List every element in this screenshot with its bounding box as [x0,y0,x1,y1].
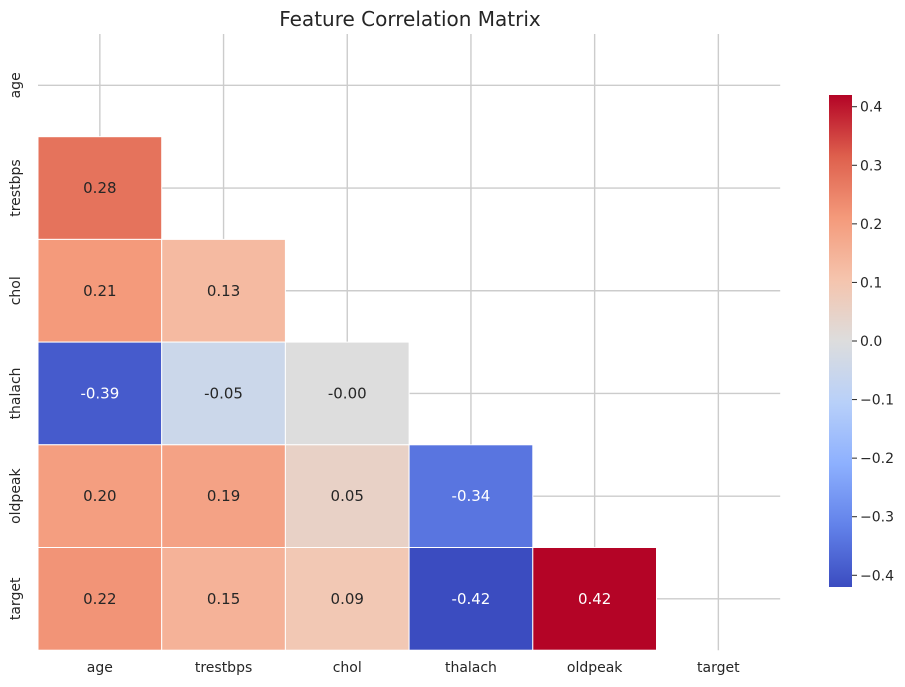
x-axis-tick-labels: age trestbps chol thalach oldpeak target [87,660,740,676]
heatmap-cell [161,444,286,548]
heatmap-cell [37,547,163,651]
x-tick-label: target [697,660,740,676]
heatmap-cell [37,136,163,240]
cell-value-label: 0.20 [83,487,116,505]
y-tick-label: trestbps [8,159,24,216]
colorbar: −0.4 −0.3 −0.2 −0.1 0.0 0.1 0.2 0.3 0.4 [829,95,894,587]
x-tick-label: chol [333,660,362,676]
cell-value-label: 0.28 [83,179,116,197]
heatmap-cell [161,547,286,651]
y-tick-label: age [8,72,24,98]
heatmap-cell [37,444,163,548]
cell-value-label: -0.42 [452,590,491,608]
cell-value-label: 0.42 [578,590,611,608]
cell-value-label: 0.19 [207,487,240,505]
y-tick-label: thalach [8,367,24,419]
heatmap-cell [532,547,657,651]
heatmap-cell [284,341,410,446]
heatmap-cell [37,238,163,343]
colorbar-tick-label: 0.3 [860,158,882,174]
cell-value-label: -0.05 [204,384,243,402]
cell-value-label: 0.13 [207,282,240,300]
cell-value-label: 0.05 [331,487,364,505]
y-tick-label: oldpeak [8,467,24,523]
y-tick-label: target [8,577,24,620]
colorbar-tick-label: 0.0 [860,334,882,350]
x-tick-label: trestbps [195,660,252,676]
colorbar-tick-label: −0.4 [860,568,894,584]
cell-value-label: 0.22 [83,590,116,608]
colorbar-tick-label: −0.1 [860,393,894,409]
heatmap-cells: 0.28 0.21 0.13 -0.39 -0.05 -0.00 0.20 0.19 0.05 -… [37,136,657,651]
cell-value-label: -0.34 [452,487,491,505]
cell-value-label: -0.00 [328,384,367,402]
colorbar-tick-label: 0.2 [860,217,882,233]
heatmap-cell [284,444,410,548]
colorbar-tick-label: 0.4 [860,100,882,116]
heatmap-cell [161,238,286,343]
heatmap-cell [408,547,534,651]
colorbar-tick-label: −0.2 [860,451,894,467]
colorbar-tick-label: 0.1 [860,275,882,291]
x-tick-label: thalach [445,660,497,676]
cell-value-label: 0.15 [207,590,240,608]
heatmap-cell [37,341,163,446]
cell-value-label: 0.21 [83,282,116,300]
heatmap-cell [161,341,286,446]
y-tick-label: chol [8,276,24,305]
x-tick-label: oldpeak [567,660,623,676]
colorbar-tick-label: −0.3 [860,510,894,526]
x-tick-label: age [87,660,113,676]
y-axis-tick-labels: age trestbps chol thalach oldpeak target [8,72,24,620]
cell-value-label: -0.39 [80,384,119,402]
chart-title: Feature Correlation Matrix [279,7,541,31]
cell-value-label: 0.09 [331,590,364,608]
colorbar-gradient [829,95,852,587]
